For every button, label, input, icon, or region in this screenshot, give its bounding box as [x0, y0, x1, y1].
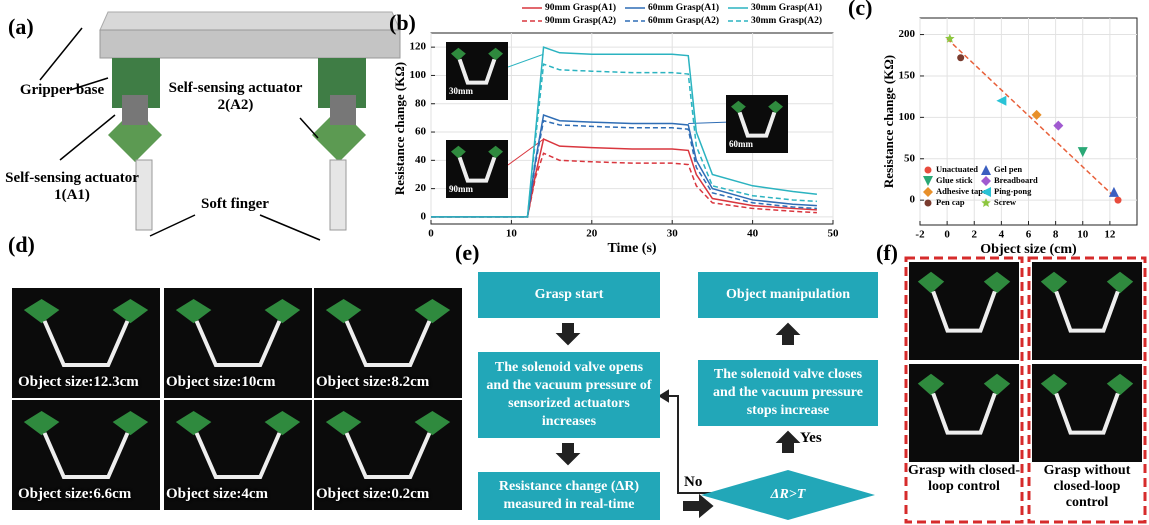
y-tick-label: 120	[410, 41, 427, 53]
point	[1115, 197, 1122, 204]
annotation: Self-sensing actuator 1(A1)	[2, 170, 142, 204]
caption: Object size:4cm	[166, 486, 268, 503]
caption: Object size:10cm	[166, 374, 276, 391]
figure-canvas: 01020304050020406080100120Time (s)Resist…	[0, 0, 1149, 525]
x-tick-label: 30	[667, 228, 679, 240]
flow-node: The solenoid valve opens and the vacuum …	[478, 352, 660, 438]
y-tick-label: 80	[415, 97, 427, 109]
y-tick-label: 200	[899, 28, 916, 40]
x-tick-label: 10	[1077, 229, 1089, 241]
x-tick-label: 0	[428, 228, 434, 240]
x-tick-label: 2	[972, 229, 978, 241]
panel-label: (f)	[876, 240, 898, 266]
annotation: Gripper base	[2, 82, 122, 99]
figure: 01020304050020406080100120Time (s)Resist…	[0, 0, 1149, 525]
caption: Object size:12.3cm	[18, 374, 139, 391]
x-tick-label: 10	[506, 228, 518, 240]
legend-label: 60mm Grasp(A2)	[648, 15, 719, 26]
flow-node: Grasp start	[478, 272, 660, 318]
legend-label: 60mm Grasp(A1)	[648, 2, 719, 13]
x-tick-label: 6	[1026, 229, 1032, 241]
x-tick-label: 20	[586, 228, 598, 240]
legend-label: Ping-pong	[994, 186, 1032, 196]
annotation: Self-sensing actuator 2(A2)	[168, 80, 303, 114]
legend-marker	[925, 200, 932, 207]
caption: Grasp with closed-loop control	[908, 463, 1020, 495]
sensor	[330, 95, 356, 125]
panel-label: (c)	[848, 0, 872, 20]
y-tick-label: 100	[899, 111, 916, 123]
panel-label: (e)	[455, 240, 479, 266]
x-tick-label: 12	[1104, 229, 1116, 241]
legend-label: 90mm Grasp(A1)	[545, 2, 616, 13]
flow-node: The solenoid valve closes and the vacuum…	[698, 360, 878, 426]
legend-label: 30mm Grasp(A2)	[751, 15, 822, 26]
y-tick-label: 20	[415, 182, 427, 194]
legend-label: Adhesive tape	[936, 186, 987, 196]
inset-label: 90mm	[449, 184, 473, 194]
x-tick-label: 4	[999, 229, 1005, 241]
gripper-plate-front	[100, 30, 400, 58]
flow-decision-text: ΔR>T	[733, 482, 843, 508]
x-axis-label: Time (s)	[607, 241, 656, 256]
legend-label: Screw	[994, 197, 1017, 207]
point	[957, 54, 964, 61]
caption: Object size:8.2cm	[316, 374, 429, 391]
caption: Grasp without closed-loop control	[1031, 463, 1143, 511]
annotation: Soft finger	[170, 196, 300, 213]
x-tick-label: 8	[1053, 229, 1059, 241]
y-axis-label: Resistance change (KΩ)	[392, 62, 407, 195]
x-axis-label: Object size (cm)	[980, 242, 1077, 257]
y-tick-label: 40	[415, 154, 427, 166]
soft-finger	[330, 160, 346, 230]
legend-label: 90mm Grasp(A2)	[545, 15, 616, 26]
caption: Object size:0.2cm	[316, 486, 429, 503]
y-tick-label: 50	[904, 152, 916, 164]
edge-label: No	[684, 474, 702, 491]
y-tick-label: 0	[910, 194, 916, 206]
x-tick-label: 40	[747, 228, 759, 240]
x-tick-label: 50	[828, 228, 840, 240]
legend-label: 30mm Grasp(A1)	[751, 2, 822, 13]
edge-label: Yes	[800, 430, 822, 447]
legend-label: Unactuated	[936, 164, 978, 174]
y-tick-label: 150	[899, 69, 916, 81]
flow-node: Object manipulation	[698, 272, 878, 318]
flow-node: Resistance change (ΔR) measured in real-…	[478, 472, 660, 520]
legend-label: Pen cap	[936, 197, 965, 207]
panel-label: (d)	[8, 232, 35, 258]
x-tick-label: 0	[944, 229, 950, 241]
gripper-plate	[100, 12, 400, 30]
legend-label: Breadboard	[994, 175, 1038, 185]
inset-label: 30mm	[449, 86, 473, 96]
x-tick-label: -2	[915, 229, 925, 241]
y-tick-label: 60	[415, 126, 427, 138]
caption: Object size:6.6cm	[18, 486, 131, 503]
inset-label: 60mm	[729, 139, 753, 149]
panel-label: (a)	[8, 14, 34, 40]
legend-label: Glue stick	[936, 175, 973, 185]
y-axis-label: Resistance change (KΩ)	[881, 55, 896, 188]
y-tick-label: 0	[421, 210, 427, 222]
y-tick-label: 100	[410, 69, 427, 81]
legend-marker	[925, 167, 932, 174]
legend-label: Gel pen	[994, 164, 1022, 174]
sensor	[122, 95, 148, 125]
panel-label: (b)	[389, 10, 416, 35]
